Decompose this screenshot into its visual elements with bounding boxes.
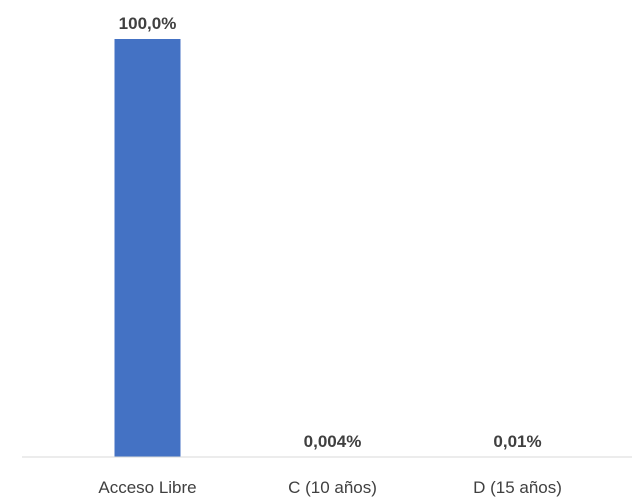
data-label-0: 100,0% [119,14,177,33]
category-label-0: Acceso Libre [98,478,196,497]
category-label-2: D (15 años) [473,478,562,497]
data-labels-group: 100,0% 0,004% 0,01% [119,14,542,451]
data-label-2: 0,01% [493,432,541,451]
category-label-1: C (10 años) [288,478,377,497]
bars-group [114,39,551,457]
bar-0 [114,39,181,457]
data-label-1: 0,004% [304,432,362,451]
category-labels-group: Acceso Libre C (10 años) D (15 años) [98,478,562,497]
